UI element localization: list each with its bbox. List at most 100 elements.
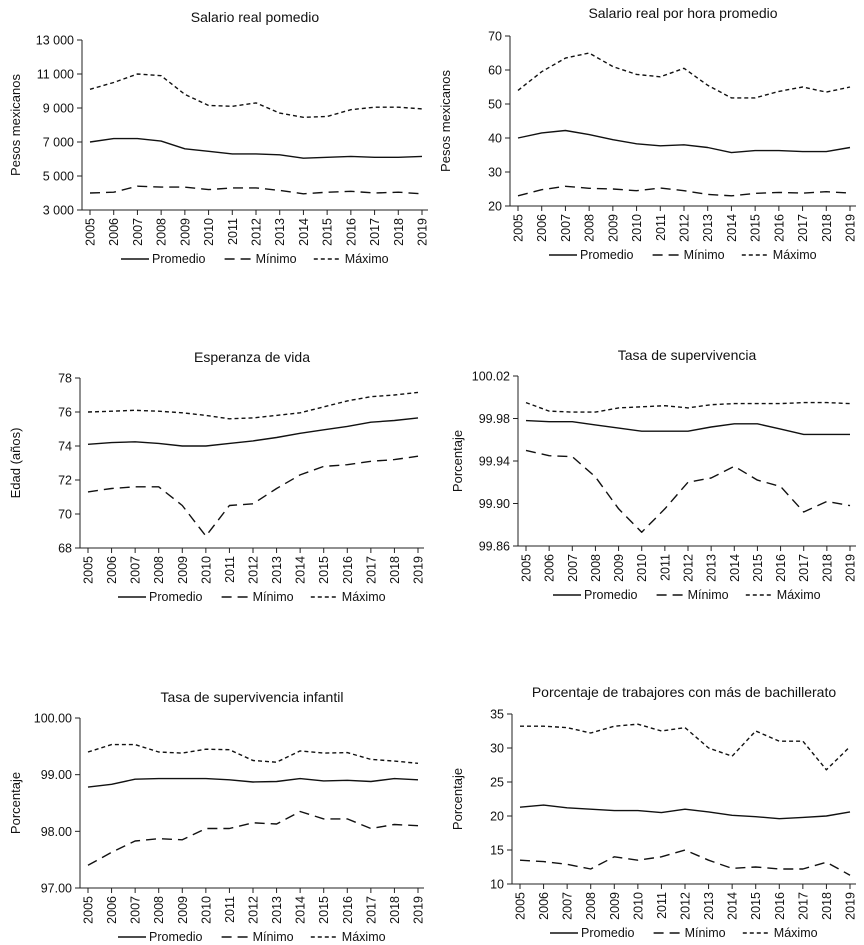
y-tick-label: 20 [488, 200, 502, 214]
legend-label: Mínimo [684, 248, 725, 262]
x-tick-label: 2015 [321, 218, 335, 246]
x-tick-label: 2006 [105, 556, 119, 584]
x-tick-label: 2013 [273, 218, 287, 246]
x-tick-label: 2008 [583, 214, 597, 242]
y-tick-label: 100.00 [34, 712, 72, 726]
series-line-promedio [517, 129, 851, 154]
series-line-mximo [89, 73, 423, 119]
x-tick-label: 2014 [725, 214, 739, 242]
x-tick-label: 2011 [655, 892, 669, 919]
x-tick-label: 2006 [107, 218, 121, 246]
x-tick-label: 2018 [392, 218, 406, 246]
legend-label: Promedio [152, 252, 206, 266]
x-tick-label: 2010 [631, 892, 645, 920]
x-tick-label: 2015 [317, 896, 331, 924]
x-tick-label: 2013 [705, 554, 719, 582]
x-tick-label: 2005 [512, 214, 526, 242]
x-tick-label: 2013 [270, 896, 284, 924]
y-tick-label: 70 [488, 30, 502, 44]
x-tick-label: 2012 [679, 892, 693, 920]
x-tick-label: 2019 [416, 218, 430, 246]
y-tick-label: 99.86 [479, 540, 510, 554]
chart-title: Porcentaje de trabajores con más de bach… [532, 684, 837, 700]
x-tick-label: 2010 [635, 554, 649, 582]
x-tick-label: 2016 [773, 892, 787, 920]
chart-title: Salario real pomedio [191, 9, 320, 25]
x-tick-label: 2012 [678, 214, 692, 242]
legend-label: Máximo [345, 252, 389, 266]
legend: Promedio Mínimo Máximo [549, 248, 817, 262]
x-tick-label: 2016 [772, 214, 786, 242]
legend-label: Máximo [342, 590, 386, 604]
x-tick-label: 2005 [82, 896, 96, 924]
chart-title: Esperanza de vida [194, 349, 310, 365]
x-tick-label: 2006 [543, 554, 557, 582]
y-tick-label: 15 [490, 844, 504, 858]
y-tick-label: 13 000 [36, 34, 74, 48]
y-tick-label: 30 [488, 166, 502, 180]
series-line-mnimo [89, 185, 423, 195]
y-tick-label: 10 [490, 878, 504, 892]
chart-title: Tasa de supervivencia [618, 347, 757, 363]
x-tick-label: 2009 [606, 214, 620, 242]
x-tick-label: 2016 [341, 556, 355, 584]
y-tick-label: 68 [58, 542, 72, 556]
legend-label: Promedio [580, 248, 634, 262]
series-line-mximo [517, 52, 851, 99]
x-tick-label: 2018 [388, 556, 402, 584]
y-tick-label: 20 [490, 810, 504, 824]
y-axis-label: Pesos mexicanos [8, 74, 23, 176]
x-tick-label: 2013 [701, 214, 715, 242]
x-tick-label: 2014 [294, 896, 308, 924]
legend-label: Promedio [581, 926, 635, 940]
x-tick-label: 2012 [250, 218, 264, 246]
x-tick-label: 2019 [412, 556, 426, 584]
y-tick-label: 5 000 [43, 170, 74, 184]
y-tick-label: 100.02 [472, 370, 510, 384]
x-tick-label: 2016 [774, 554, 788, 582]
series-line-promedio [89, 137, 423, 159]
chart-6: Porcentaje de trabajores con más de bach… [450, 684, 858, 940]
series-line-promedio [87, 777, 419, 788]
x-tick-label: 2009 [176, 896, 190, 924]
y-tick-label: 60 [488, 64, 502, 78]
x-tick-label: 2011 [226, 218, 240, 245]
x-tick-label: 2011 [658, 554, 672, 581]
y-axis-label: Porcentaje [450, 430, 465, 492]
x-tick-label: 2006 [105, 896, 119, 924]
series-line-mnimo [519, 849, 851, 876]
chart-4: Tasa de supervivencia Porcentaje 99.86 99.9… [450, 347, 858, 602]
y-tick-label: 98.00 [41, 825, 72, 839]
x-tick-label: 2016 [344, 218, 358, 246]
x-tick-label: 2019 [844, 554, 858, 582]
legend-label: Mínimo [253, 930, 294, 944]
series-line-mximo [87, 743, 419, 764]
legend-label: Mínimo [253, 590, 294, 604]
x-tick-label: 2007 [129, 896, 143, 924]
x-tick-label: 2008 [152, 896, 166, 924]
x-tick-label: 2017 [796, 892, 810, 920]
y-tick-label: 3 000 [43, 204, 74, 218]
x-tick-label: 2010 [199, 556, 213, 584]
legend-label: Promedio [584, 588, 638, 602]
series-line-promedio [87, 417, 419, 447]
y-tick-label: 40 [488, 132, 502, 146]
chart-title: Salario real por hora promedio [588, 5, 777, 21]
x-tick-label: 2019 [412, 896, 426, 924]
x-tick-label: 2011 [223, 556, 237, 583]
x-tick-label: 2017 [796, 214, 810, 242]
x-tick-label: 2006 [535, 214, 549, 242]
legend-label: Mínimo [256, 252, 297, 266]
x-tick-label: 2006 [537, 892, 551, 920]
y-tick-label: 74 [58, 440, 72, 454]
y-tick-label: 50 [488, 98, 502, 112]
x-tick-label: 2019 [844, 214, 858, 242]
x-tick-label: 2005 [84, 218, 98, 246]
x-tick-label: 2015 [749, 892, 763, 920]
series-line-mximo [520, 723, 851, 771]
x-tick-label: 2018 [388, 896, 402, 924]
x-tick-label: 2014 [728, 554, 742, 582]
x-tick-label: 2011 [223, 896, 237, 923]
x-tick-label: 2013 [702, 892, 716, 920]
series-line-mximo [87, 391, 419, 420]
